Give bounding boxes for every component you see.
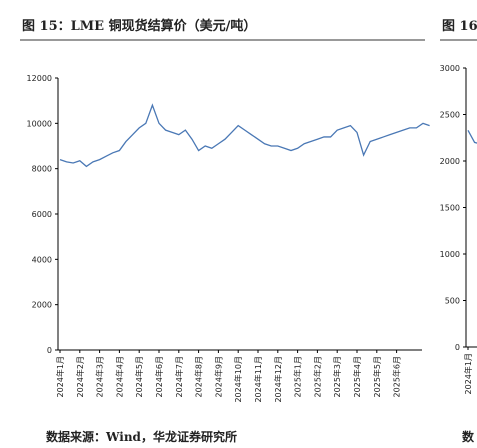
y-tick-label: 8000 bbox=[32, 165, 52, 174]
x-tick-label: 2025年2月 bbox=[312, 356, 322, 397]
x-tick-label: 2024年8月 bbox=[194, 356, 204, 397]
x-tick-label: 2024年3月 bbox=[95, 356, 105, 397]
y-tick-label: 12000 bbox=[27, 74, 52, 83]
x-tick-label: 2024年5月 bbox=[134, 356, 144, 397]
chart-title: 图 16 bbox=[442, 19, 477, 34]
y-tick-label: 6000 bbox=[32, 210, 52, 219]
x-tick-label: 2024年2月 bbox=[75, 356, 85, 397]
y-tick-label: 1000 bbox=[440, 250, 460, 259]
y-tick-label: 2000 bbox=[32, 301, 52, 310]
y-tick-label: 500 bbox=[445, 297, 460, 306]
x-tick-label: 2025年4月 bbox=[352, 356, 362, 397]
source: 数 bbox=[462, 429, 475, 444]
x-tick-label: 2025年1月 bbox=[293, 356, 303, 397]
y-tick-label: 2500 bbox=[440, 111, 460, 120]
x-tick-label: 2025年5月 bbox=[372, 356, 382, 397]
x-tick-label: 2024年1月 bbox=[463, 353, 473, 394]
x-tick-label: 2024年12月 bbox=[273, 356, 283, 403]
y-tick-label: 2000 bbox=[440, 157, 460, 166]
source: 数据来源：Wind，华龙证券研究所 bbox=[46, 429, 237, 444]
data-line bbox=[467, 129, 477, 144]
y-tick-label: 1500 bbox=[440, 204, 460, 213]
y-tick-label: 0 bbox=[47, 346, 52, 355]
y-tick-label: 3000 bbox=[440, 64, 460, 73]
x-tick-label: 2024年4月 bbox=[114, 356, 124, 397]
x-tick-label: 2024年9月 bbox=[213, 356, 223, 397]
x-tick-label: 2024年1月 bbox=[55, 356, 65, 397]
chart-title: 图 15：LME 铜现货结算价（美元/吨） bbox=[22, 18, 256, 34]
y-tick-label: 0 bbox=[455, 343, 460, 352]
x-tick-label: 2025年3月 bbox=[332, 356, 342, 397]
y-tick-label: 10000 bbox=[27, 119, 52, 128]
x-tick-label: 2024年10月 bbox=[233, 356, 243, 403]
x-tick-label: 2025年6月 bbox=[392, 356, 402, 397]
y-tick-label: 4000 bbox=[32, 255, 52, 264]
x-tick-label: 2024年7月 bbox=[174, 356, 184, 397]
x-tick-label: 2024年6月 bbox=[154, 356, 164, 397]
x-tick-label: 2024年11月 bbox=[253, 356, 263, 403]
data-line bbox=[59, 103, 430, 168]
